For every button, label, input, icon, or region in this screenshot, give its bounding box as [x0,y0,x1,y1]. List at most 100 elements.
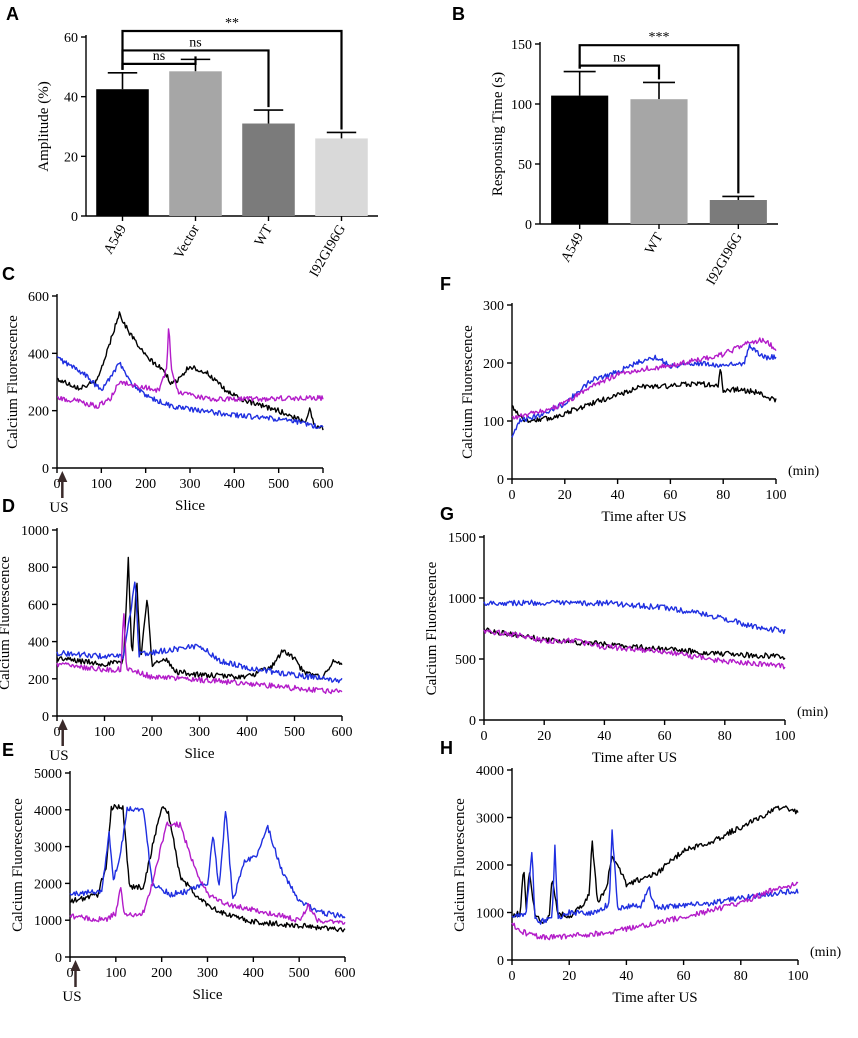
y-tick-label: 1000 [476,907,504,922]
chart-panel-C: 0 200 400 600 Calcium Fluorescence C 0 100 200 30… [2,264,334,516]
panel-letter: A [6,4,19,24]
significance-label: *** [649,30,670,45]
x-tick-label: 100 [91,477,112,492]
us-arrow-head [57,719,68,730]
y-tick-label: 3000 [476,812,504,827]
x-tick-label: 60 [663,488,677,503]
y-tick-label: 4000 [34,804,62,819]
y-tick-label: 400 [28,636,49,651]
y-tick-label: 100 [483,415,504,430]
bar-WT [242,123,295,216]
bar-A549 [551,95,609,224]
x-tick-label: 0 [67,966,74,981]
significance-label: ns [613,51,625,66]
series-line-magenta [69,821,346,925]
y-tick-label: 5000 [34,767,62,782]
significance-label: ns [153,49,165,64]
x-tick-label: 0 [54,725,61,740]
category-label: A549 [101,223,130,257]
category-label: I92GI96G [704,231,746,288]
x-tick-label: 0 [481,729,488,744]
chart-panel-B: 0 50 100 150 Responsing Time (s) B A549 WT I92GI… [452,4,778,288]
x-unit-label: (min) [797,705,828,720]
series-line-black [56,311,324,431]
category-label: A549 [559,231,588,265]
y-tick-label: 800 [28,561,49,576]
y-tick-label: 2000 [34,877,62,892]
y-tick-label: 1500 [448,531,476,546]
series-line-magenta [483,629,786,670]
category-label: I92GI96G [307,223,349,280]
x-tick-label: 100 [788,969,809,984]
bar-WT [630,99,688,224]
series-line-magenta [511,337,777,420]
bar-A549 [96,89,149,216]
series-line-black [69,804,346,933]
y-tick-label: 0 [497,473,504,488]
x-tick-label: 20 [558,488,572,503]
category-label: WT [252,222,276,249]
x-tick-label: 0 [509,488,516,503]
y-tick-label: 60 [64,31,78,46]
y-tick-label: 400 [28,347,49,362]
us-arrow-head [57,471,68,482]
x-tick-label: 100 [94,725,115,740]
x-tick-label: 500 [289,966,310,981]
y-tick-label: 1000 [34,914,62,929]
series-line-black [511,369,777,423]
category-label: WT [643,230,667,257]
x-tick-label: 40 [611,488,625,503]
y-tick-label: 0 [469,714,476,729]
chart-panel-D: 0 200 400 600 800 1000 Calcium Fluorescence D 0 1… [0,496,353,764]
series-line-magenta [56,328,324,409]
significance-bracket [578,64,661,80]
x-tick-label: 60 [658,729,672,744]
y-tick-label: 0 [71,210,78,225]
series-line-blue [56,581,343,684]
y-tick-label: 2000 [476,859,504,874]
x-tick-label: 100 [105,966,126,981]
x-tick-label: 500 [284,725,305,740]
x-tick-label: 80 [718,729,732,744]
x-tick-label: 80 [716,488,730,503]
y-tick-label: 20 [64,150,78,165]
x-unit-label: (min) [788,464,819,479]
y-tick-label: 0 [42,462,49,477]
series-line-blue [483,599,786,635]
y-axis-label: Calcium Fluorescence [460,325,476,459]
x-tick-label: 40 [619,969,633,984]
x-tick-label: 400 [237,725,258,740]
series-line-black [56,556,343,680]
y-tick-label: 1000 [21,524,49,539]
y-tick-label: 600 [28,290,49,305]
x-tick-label: 300 [189,725,210,740]
x-tick-label: 200 [135,477,156,492]
x-tick-label: 600 [332,725,353,740]
x-tick-label: 0 [509,969,516,984]
x-axis-label: Time after US [601,509,686,525]
y-tick-label: 200 [28,673,49,688]
us-marker-label: US [62,989,81,1005]
x-tick-label: 20 [537,729,551,744]
x-tick-label: 200 [151,966,172,981]
x-tick-label: 500 [268,477,289,492]
chart-panel-F: 0 100 200 300 Calcium Fluorescence F 0 20 40 60 80… [440,274,819,525]
significance-bracket [578,44,740,194]
chart-panel-H: 0 1000 2000 3000 4000 Calcium Fluorescence H 0 2… [440,738,841,1006]
panel-letter: E [2,740,14,760]
series-line-magenta [511,881,799,941]
x-tick-label: 100 [766,488,787,503]
x-axis-label: Slice [175,498,205,514]
y-tick-label: 500 [455,653,476,668]
y-tick-label: 300 [483,299,504,314]
panel-letter: D [2,496,15,516]
y-tick-label: 150 [511,38,532,53]
panel-letter: G [440,504,454,524]
x-tick-label: 0 [54,477,61,492]
y-tick-label: 0 [42,710,49,725]
significance-label: ns [189,35,201,50]
x-tick-label: 600 [335,966,356,981]
x-axis-label: Time after US [612,990,697,1006]
y-tick-label: 4000 [476,764,504,779]
